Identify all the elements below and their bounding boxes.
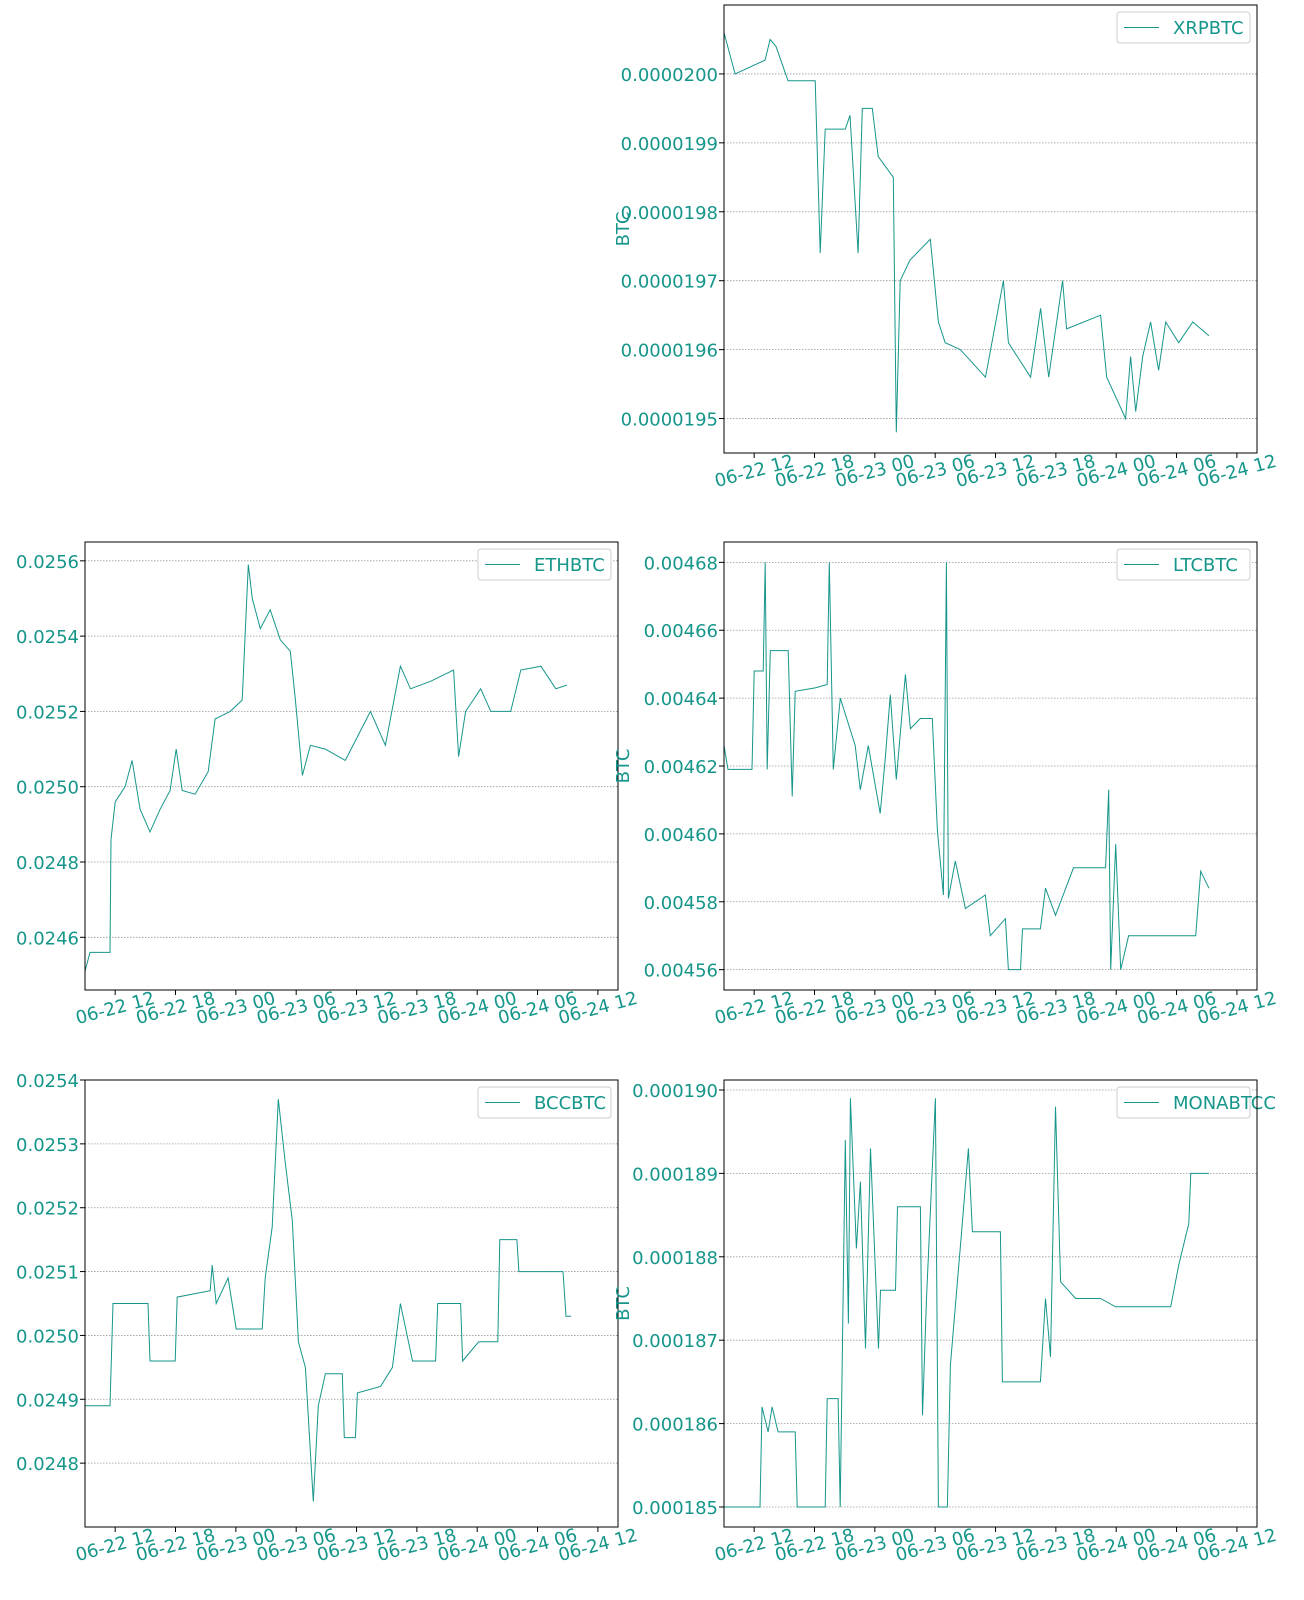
- legend-box: [1116, 1086, 1251, 1119]
- y-tick-label: 0.0256: [16, 552, 79, 573]
- y-tick-label: 0.000190: [632, 1081, 718, 1102]
- y-tick-label: 0.000187: [632, 1331, 718, 1352]
- plot-frame: [84, 1079, 619, 1528]
- y-tick-label: 0.0000200: [621, 65, 718, 86]
- y-tick-label: 0.0000198: [621, 203, 718, 224]
- y-tick-label: 0.0250: [16, 1326, 79, 1347]
- plot-frame: [723, 4, 1258, 454]
- series-line: [85, 1099, 572, 1502]
- y-tick-label: 0.0253: [16, 1135, 79, 1156]
- y-tick-label: 0.00462: [644, 757, 718, 778]
- plot-frame: [723, 1079, 1258, 1528]
- y-tick-label: 0.0252: [16, 1199, 79, 1220]
- legend-label: XRPBTC: [1173, 18, 1244, 39]
- series-line: [723, 32, 1210, 433]
- y-tick-label: 0.0252: [16, 702, 79, 723]
- y-axis-label: BTC: [613, 1286, 634, 1321]
- subplot: 0.02460.02480.02500.02520.02540.025606-2…: [16, 541, 640, 1029]
- y-tick-label: 0.000185: [632, 1498, 718, 1519]
- y-tick-label: 0.0249: [16, 1390, 79, 1411]
- y-tick-label: 0.0248: [16, 1454, 79, 1475]
- y-tick-label: 0.00456: [644, 961, 718, 982]
- y-tick-label: 0.00466: [644, 621, 718, 642]
- subplot: 0.000185 0.000186 0.000187 0.000188 0.000189…: [613, 1079, 1279, 1566]
- plot-frame: [723, 541, 1258, 991]
- y-axis-label: BTC: [613, 749, 634, 784]
- y-tick-label: 0.0251: [16, 1263, 79, 1284]
- legend-label: ETHBTC: [534, 555, 605, 576]
- legend-box: [477, 1086, 612, 1119]
- y-tick-label: 0.0254: [16, 1071, 79, 1092]
- legend-box: [1116, 548, 1251, 581]
- series-line: [723, 562, 1210, 971]
- subplot: 0.0000195 0.0000196 0.0000197 0.0000198 0.00…: [613, 4, 1279, 492]
- y-tick-label: 0.0246: [16, 928, 79, 949]
- y-tick-label: 0.00458: [644, 893, 718, 914]
- y-tick-label: 0.00468: [644, 553, 718, 574]
- y-tick-label: 0.00464: [644, 689, 718, 710]
- legend-label: MONABTCC: [1173, 1093, 1276, 1114]
- y-tick-label: 0.0000197: [621, 272, 718, 293]
- y-tick-label: 0.0254: [16, 627, 79, 648]
- y-tick-label: 0.0250: [16, 778, 79, 799]
- y-tick-label: 0.0000199: [621, 134, 718, 155]
- series-line: [84, 564, 568, 972]
- y-axis-label: BTC: [613, 212, 634, 247]
- y-tick-label: 0.0000195: [621, 410, 718, 431]
- series-line: [724, 1098, 1209, 1508]
- y-tick-label: 0.000188: [632, 1248, 718, 1269]
- y-tick-label: 0.000186: [632, 1415, 718, 1436]
- y-tick-label: 0.000189: [632, 1164, 718, 1185]
- legend-label: LTCBTC: [1173, 555, 1238, 576]
- legend-box: [477, 548, 612, 581]
- subplot: 0.00456 0.00458 0.00460 0.00462 0.00464 0.004…: [613, 541, 1279, 1029]
- y-tick-label: 0.00460: [644, 825, 718, 846]
- y-tick-label: 0.0000196: [621, 341, 718, 362]
- plot-frame: [84, 541, 619, 991]
- legend-box: [1116, 11, 1251, 44]
- subplot: 0.0248 0.0249 0.0250 0.0251 0.0252 0.0253 0.02…: [16, 1071, 640, 1566]
- y-tick-label: 0.0248: [16, 853, 79, 874]
- legend-label: BCCBTC: [534, 1093, 606, 1114]
